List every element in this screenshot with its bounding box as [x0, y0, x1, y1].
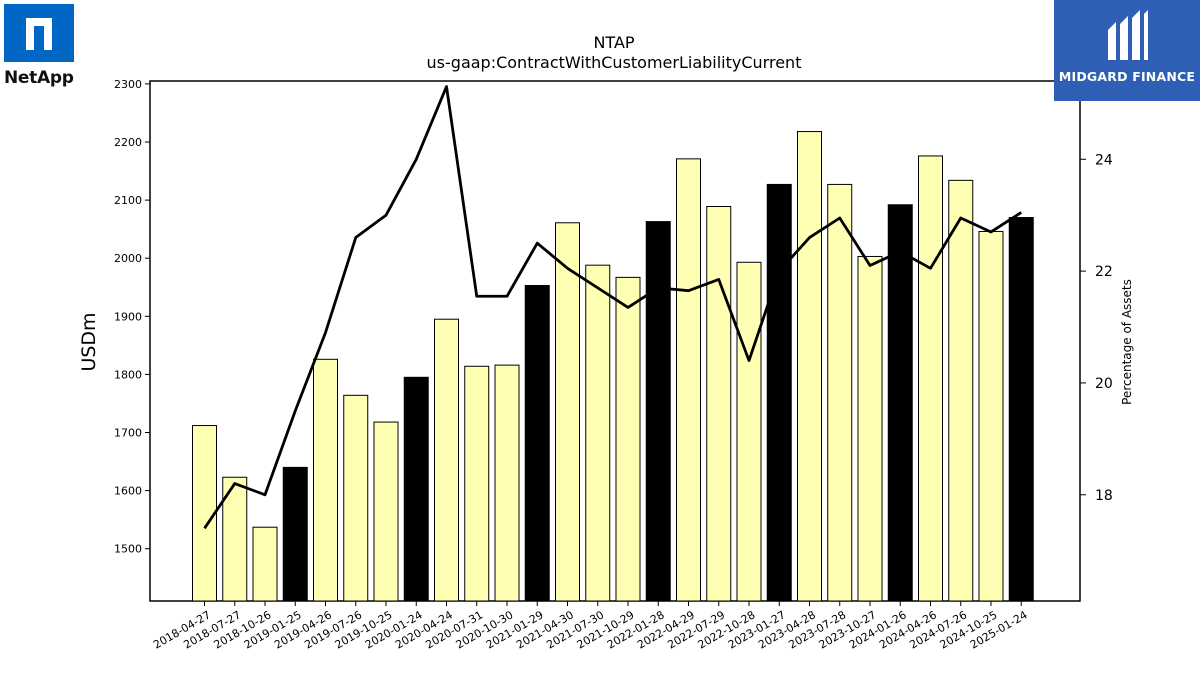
percentage-line: [203, 85, 1023, 530]
chart-title: NTAP: [593, 33, 634, 52]
y2-tick-label: 20: [1095, 376, 1113, 392]
chart-subtitle: us-gaap:ContractWithCustomerLiabilityCur…: [427, 53, 802, 72]
y2-axis-label: Percentage of Assets: [1120, 279, 1134, 405]
line-layer: [203, 85, 1023, 530]
y-axis-left: 1500 1600 1700 1800 1900 2000 2100 2200 2300: [114, 78, 150, 556]
y-tick-label: 2300: [114, 78, 142, 91]
plot-frame: [149, 80, 1081, 602]
bar-2020-07-31: [464, 365, 490, 602]
y-tick-label: 2000: [114, 252, 142, 265]
midgard-logo-text: MIDGARD FINANCE: [1058, 69, 1196, 84]
midgard-finance-logo: MIDGARD FINANCE: [1054, 0, 1200, 101]
y-tick-label: 1500: [114, 543, 142, 556]
bar-2024-07-26: [948, 179, 974, 602]
netapp-logo-text: NetApp: [4, 68, 74, 88]
bar-2022-04-29: [676, 158, 701, 602]
x-axis: 2018-04-272018-07-272018-10-262019-01-25…: [151, 601, 1030, 652]
y-tick-label: 1900: [114, 310, 142, 323]
bar-2022-01-28: [645, 221, 671, 602]
y-tick-label: 2100: [114, 194, 142, 207]
bar-2020-01-24: [403, 376, 429, 602]
bar-2022-07-29: [706, 206, 732, 602]
y2-tick-label: 18: [1095, 488, 1113, 504]
bar-2024-10-25: [978, 230, 1004, 602]
bar-2020-10-30: [494, 364, 520, 602]
y2-tick-label: 24: [1095, 152, 1113, 168]
y-axis-right: 18 20 22 24: [1080, 152, 1113, 504]
midgard-mark-icon: [1108, 10, 1148, 60]
y-axis-label: USDm: [78, 312, 100, 371]
netapp-mark-icon: [4, 4, 74, 62]
y-tick-label: 1600: [114, 485, 142, 498]
bar-2025-01-24: [1008, 217, 1034, 602]
bar-2022-10-28: [736, 261, 762, 602]
bar-2019-04-26: [313, 358, 338, 602]
y-tick-label: 2200: [114, 136, 142, 149]
bar-2019-07-26: [343, 394, 369, 602]
bar-2023-07-28: [827, 183, 853, 602]
bar-2018-04-27: [192, 425, 217, 602]
bar-2019-01-25: [282, 466, 308, 602]
bar-2021-07-30: [585, 264, 611, 602]
bar-2021-04-30: [555, 222, 580, 602]
netapp-logo: NetApp: [4, 4, 84, 88]
bar-2023-01-27: [766, 183, 792, 602]
bar-2023-10-27: [857, 255, 883, 602]
bar-2023-04-28: [797, 131, 822, 602]
y-tick-label: 1800: [114, 368, 142, 381]
bar-2021-01-29: [524, 285, 550, 602]
bar-2024-04-26: [918, 155, 943, 602]
y2-tick-label: 22: [1095, 264, 1113, 280]
bar-2018-10-26: [252, 526, 278, 602]
bars-layer: [192, 131, 1034, 602]
bar-2019-10-25: [373, 421, 399, 602]
bar-2020-04-24: [434, 318, 459, 602]
y-tick-label: 1700: [114, 427, 142, 440]
bar-2024-01-26: [887, 204, 913, 602]
bar-2021-10-29: [615, 276, 641, 602]
